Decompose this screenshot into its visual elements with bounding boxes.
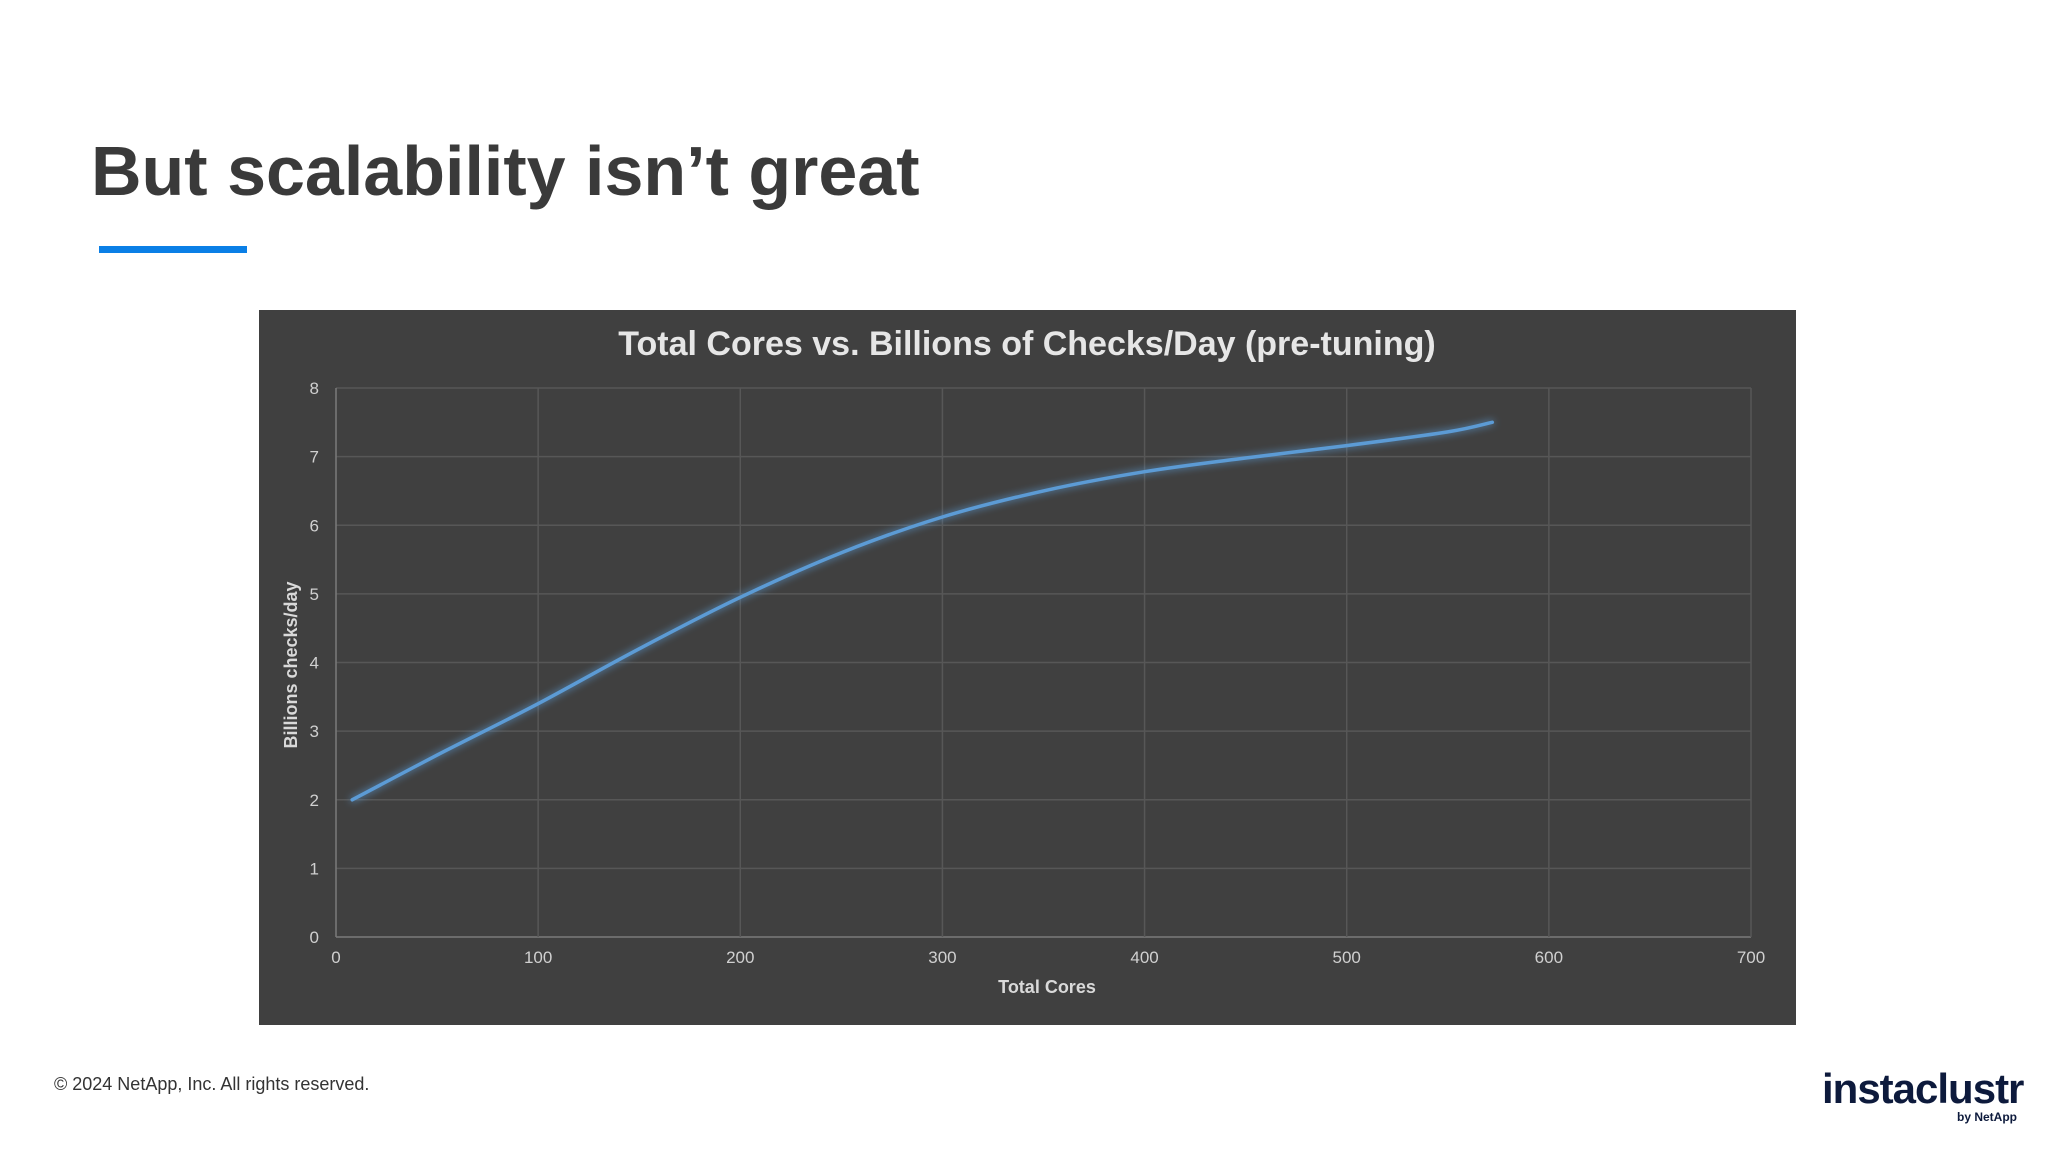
y-tick-label: 4 [310, 654, 319, 673]
x-tick-label: 0 [331, 948, 340, 967]
x-tick-label: 200 [726, 948, 754, 967]
y-tick-label: 8 [310, 379, 319, 398]
line-chart: Total Cores vs. Billions of Checks/Day (… [281, 325, 1766, 997]
chart-series [350, 420, 1495, 802]
chart-grid [335, 387, 1752, 938]
y-tick-label: 2 [310, 791, 319, 810]
y-tick-label: 1 [310, 859, 319, 878]
slide-title: But scalability isn’t great [91, 132, 920, 210]
y-tick-label: 6 [310, 516, 319, 535]
x-axis-label: Total Cores [998, 977, 1096, 997]
x-tick-label: 400 [1130, 948, 1158, 967]
x-tick-label: 300 [928, 948, 956, 967]
x-tick-label: 500 [1333, 948, 1361, 967]
y-tick-label: 3 [310, 722, 319, 741]
y-tick-label: 0 [310, 928, 319, 947]
x-tick-label: 600 [1535, 948, 1563, 967]
y-axis-label: Billions checks/day [281, 581, 301, 748]
y-tick-label: 7 [310, 448, 319, 467]
chart-ticks: 0 1 2 3 4 5 6 7 8 0 100 200 300 400 500 600 700 [310, 379, 1766, 967]
x-tick-label: 100 [524, 948, 552, 967]
y-tick-label: 5 [310, 585, 319, 604]
footer-copyright: © 2024 NetApp, Inc. All rights reserved. [54, 1074, 370, 1094]
chart-title: Total Cores vs. Billions of Checks/Day (… [618, 325, 1435, 363]
chart-panel: Total Cores vs. Billions of Checks/Day (… [259, 310, 1796, 1025]
instaclustr-logo: instaclustr by NetApp [1822, 1066, 2027, 1126]
title-underline [99, 246, 247, 253]
brand-tagline: by NetApp [1957, 1110, 2017, 1124]
series-line [350, 420, 1495, 802]
brand-name: instaclustr [1822, 1065, 2024, 1112]
x-tick-label: 700 [1737, 948, 1765, 967]
